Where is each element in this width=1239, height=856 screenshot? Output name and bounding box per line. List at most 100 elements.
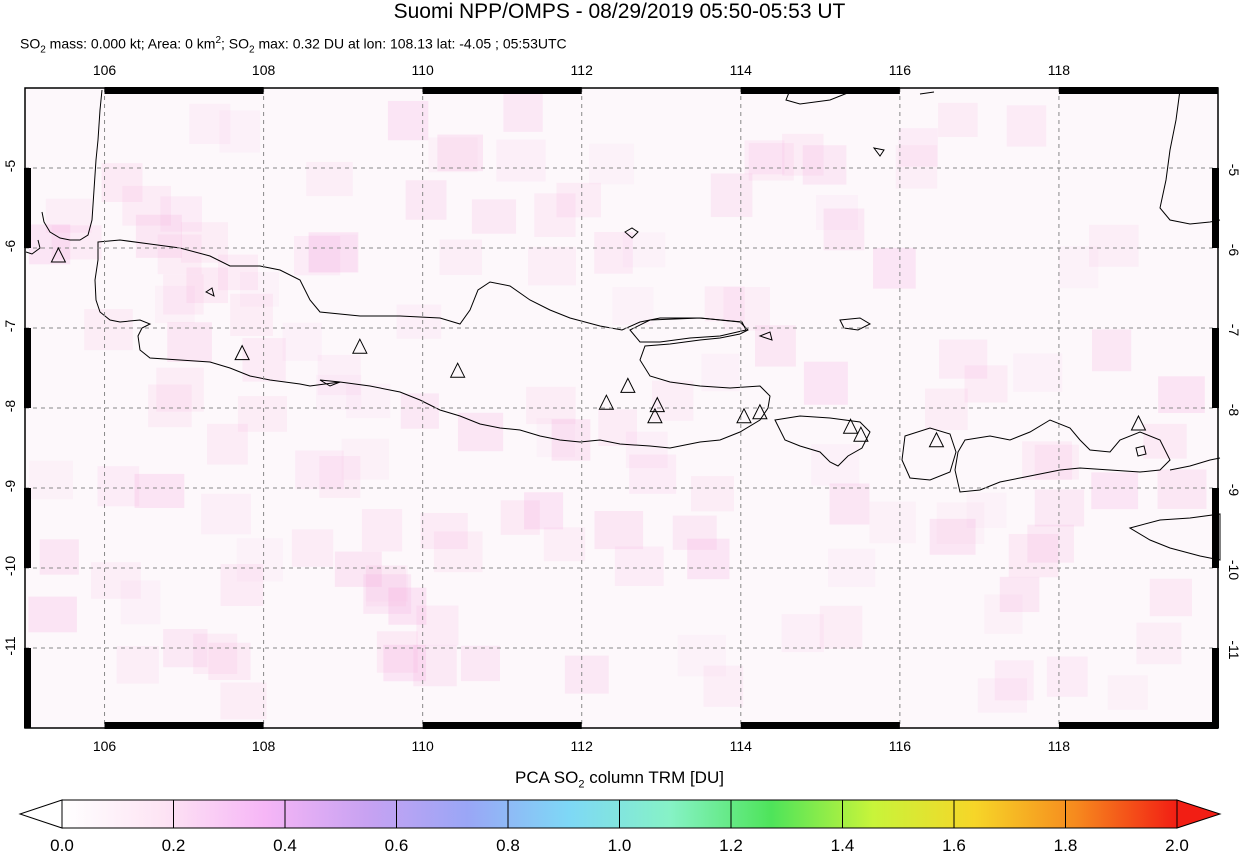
coastline-sumatra-sw	[25, 239, 41, 255]
colorbar-tick-label: 1.6	[942, 836, 966, 855]
so2-pixel	[1008, 533, 1059, 578]
map-title: Suomi NPP/OMPS - 08/29/2019 05:50-05:53 …	[393, 0, 846, 23]
so2-pixel	[186, 267, 228, 304]
so2-pixel	[534, 193, 576, 237]
colorbar-label: PCA SO2 column TRM [DU]	[515, 768, 724, 791]
lat-label-left: -11	[2, 636, 18, 656]
so2-pixel	[363, 574, 412, 614]
so2-pixel	[977, 678, 1027, 713]
so2-pixel	[687, 538, 730, 580]
so2-pixel	[218, 254, 259, 291]
coastline-bali	[774, 415, 871, 467]
volcano-triangle-icon	[352, 338, 368, 354]
lon-label-top: 110	[411, 62, 434, 78]
map-subtitle: SO2 mass: 0.000 kt; Area: 0 km2; SO2 max…	[20, 35, 567, 56]
so2-pixel	[346, 383, 391, 419]
so2-pixel	[306, 161, 353, 197]
lon-label-bottom: 106	[92, 738, 117, 754]
so2-pixel	[1027, 524, 1074, 563]
so2-pixel	[612, 287, 654, 326]
colorbar-tick-label: 0.2	[161, 836, 186, 855]
lat-label-right: -10	[1226, 559, 1239, 581]
so2-pixel	[984, 594, 1023, 634]
frame-segment	[104, 87, 264, 94]
lat-label-right: -8	[1226, 403, 1239, 417]
frame-segment	[1212, 168, 1219, 248]
coastline-small-islands	[205, 147, 1147, 457]
coastline-lombok	[901, 427, 957, 481]
colorbar-tick-label: 1.0	[607, 836, 632, 855]
colorbar-tick-label: 0.0	[50, 836, 74, 855]
so2-pixel	[193, 633, 238, 674]
so2-pixel	[120, 580, 161, 625]
so2-pixel	[319, 456, 361, 498]
so2-pixel	[895, 145, 938, 189]
so2-pixel	[471, 199, 517, 234]
so2-pixel	[496, 139, 546, 182]
lat-label-left: -5	[2, 159, 18, 173]
so2-pixel	[208, 642, 251, 680]
colorbar-tick-label: 1.2	[719, 836, 743, 855]
coastlines	[25, 89, 1221, 561]
so2-pixel	[964, 365, 1008, 403]
so2-pixel	[703, 665, 744, 707]
so2-pixel	[744, 140, 785, 175]
so2-pixel	[1013, 353, 1063, 392]
so2-pixel	[898, 128, 938, 167]
so2-pixel	[938, 339, 988, 379]
so2-pixel	[439, 239, 483, 275]
volcano-triangle-icon	[928, 431, 945, 448]
frame-segment	[1212, 488, 1219, 568]
grid-lines	[25, 88, 1218, 728]
volcano-triangle-icon	[736, 407, 752, 424]
frame-segment	[1212, 648, 1219, 728]
coastline-madura	[629, 317, 747, 343]
so2-pixel	[134, 473, 185, 508]
so2-pixel	[524, 492, 564, 530]
so2-pixel	[334, 551, 382, 587]
so2-pixel	[625, 431, 668, 469]
so2-pixel	[589, 143, 635, 185]
volcano-triangle-icon	[449, 362, 466, 378]
so2-pixel	[207, 423, 248, 465]
lon-label-top: 106	[92, 62, 117, 78]
so2-pixel	[690, 476, 735, 512]
so2-pixel	[829, 483, 870, 525]
frame-segment	[740, 722, 900, 729]
so2-pixel	[936, 502, 985, 544]
so2-pixel	[433, 531, 483, 573]
lon-label-bottom: 114	[729, 738, 752, 754]
so2-pixel	[28, 596, 77, 633]
so2-pixel	[710, 173, 753, 218]
so2-pixel	[383, 644, 427, 682]
so2-pixel	[803, 361, 848, 405]
so2-pixel	[1046, 656, 1088, 697]
so2-pixel	[317, 354, 361, 396]
so2-pixel	[148, 384, 192, 428]
so2-pixel	[189, 103, 231, 145]
lon-label-top: 114	[729, 62, 752, 78]
so2-pixel	[802, 145, 847, 185]
so2-pixel	[704, 286, 745, 322]
lat-label-left: -10	[2, 555, 18, 577]
so2-pixel	[999, 576, 1040, 613]
lat-label-right: -6	[1226, 243, 1239, 257]
lat-label-right: -5	[1226, 163, 1239, 177]
coastline-sumbawa	[954, 419, 1171, 493]
frame-segment	[1058, 87, 1218, 94]
so2-pixel	[1034, 489, 1085, 527]
frame-segment	[422, 87, 582, 94]
lat-label-right: -7	[1226, 323, 1239, 337]
so2-pixel	[163, 274, 204, 315]
volcano-triangle-icon	[1130, 414, 1147, 431]
so2-pixel	[308, 234, 358, 273]
volcano-markers	[50, 246, 1147, 448]
frame-segment	[1212, 328, 1219, 408]
lon-label-bottom: 112	[570, 738, 593, 754]
so2-pixel	[556, 182, 601, 218]
so2-pixel	[819, 605, 863, 649]
so2-pixel	[157, 234, 202, 275]
volcano-triangle-icon	[752, 403, 768, 420]
so2-pixel	[135, 214, 182, 258]
lon-label-top: 116	[888, 62, 912, 78]
